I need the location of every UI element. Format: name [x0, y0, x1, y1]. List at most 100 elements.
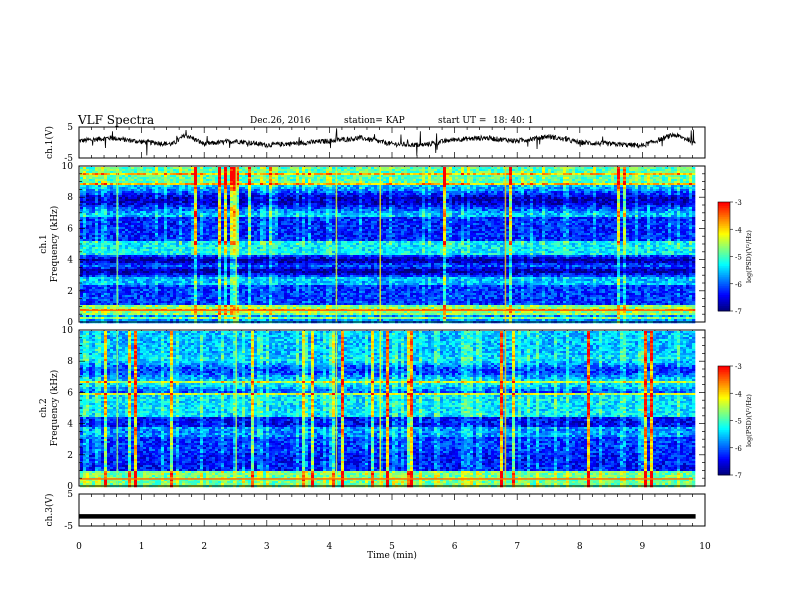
spectrogram-cell — [434, 209, 438, 212]
spectrogram-cell — [548, 189, 552, 192]
spectrogram-cell — [254, 207, 258, 210]
spectrogram-cell — [569, 183, 573, 186]
spectrogram-cell — [545, 183, 549, 186]
spectrogram-cell — [425, 207, 429, 210]
spectrogram-cell — [389, 183, 393, 186]
spectrogram-cell — [293, 209, 297, 212]
spectrogram-cell — [647, 177, 651, 180]
spectrogram-cell — [635, 209, 639, 212]
spectrogram-cell — [368, 177, 372, 180]
spectrogram-cell — [413, 167, 417, 170]
spectrogram-cell — [155, 181, 159, 184]
spectrogram-cell — [209, 183, 213, 186]
spectrogram-cell — [338, 209, 342, 212]
spectrogram-cell — [686, 201, 690, 204]
spectrogram-cell — [668, 189, 672, 192]
spectrogram-cell — [506, 177, 510, 180]
spectrogram-cell — [344, 191, 348, 194]
spectrogram-cell — [275, 197, 279, 200]
spectrogram-cell — [410, 189, 414, 192]
spectrogram-cell — [551, 173, 555, 176]
spectrogram-cell — [248, 175, 252, 178]
spectrogram-cell — [272, 185, 276, 188]
spectrogram-cell — [239, 205, 243, 208]
spectrogram-cell — [230, 185, 234, 188]
spectrogram-cell — [188, 211, 192, 214]
spectrogram-cell — [80, 177, 84, 180]
spectrogram-cell — [404, 193, 408, 196]
spectrogram-cell — [452, 207, 456, 210]
spectrogram-cell — [233, 187, 237, 190]
spectrogram-cell — [548, 187, 552, 190]
spectrogram-cell — [314, 177, 318, 180]
spectrogram-cell — [308, 177, 312, 180]
spectrogram-cell — [371, 201, 375, 204]
spectrogram-cell — [338, 177, 342, 180]
spectrogram-cell — [89, 189, 93, 192]
spectrogram-cell — [515, 175, 519, 178]
spectrogram-cell — [656, 193, 660, 196]
spectrogram-cell — [602, 169, 606, 172]
spectrogram-cell — [656, 187, 660, 190]
spectrogram-cell — [488, 205, 492, 208]
spectrogram-cell — [593, 189, 597, 192]
spectrogram-cell — [497, 169, 501, 172]
spectrogram-cell — [407, 195, 411, 198]
spectrogram-cell — [623, 191, 627, 194]
spectrogram-cell — [542, 209, 546, 212]
spectrogram-cell — [128, 207, 132, 210]
spectrogram-cell — [227, 189, 231, 192]
spectrogram-cell — [302, 205, 306, 208]
spectrogram-cell — [605, 199, 609, 202]
spectrogram-cell — [296, 199, 300, 202]
spectrogram-cell — [200, 211, 204, 214]
spectrogram-cell — [371, 175, 375, 178]
spectrogram-cell — [608, 207, 612, 210]
spectrogram-cell — [215, 181, 219, 184]
spectrogram-cell — [107, 193, 111, 196]
spectrogram-cell — [434, 205, 438, 208]
spectrogram-cell — [572, 205, 576, 208]
spectrogram-cell — [524, 183, 528, 186]
spectrogram-cell — [137, 199, 141, 202]
spectrogram-cell — [542, 177, 546, 180]
spectrogram-cell — [320, 209, 324, 212]
spectrogram-cell — [386, 171, 390, 174]
spectrogram-cell — [89, 179, 93, 182]
spectrogram-cell — [392, 183, 396, 186]
spectrogram-cell — [95, 199, 99, 202]
spectrogram-cell — [491, 175, 495, 178]
spectrogram-cell — [359, 187, 363, 190]
spectrogram-cell — [611, 177, 615, 180]
spectrogram-cell — [131, 193, 135, 196]
spectrogram-cell — [347, 201, 351, 204]
spectrogram-cell — [281, 167, 285, 170]
spectrogram-cell — [80, 191, 84, 194]
spectrogram-cell — [80, 209, 84, 212]
spectrogram-cell — [539, 189, 543, 192]
spectrogram-cell — [287, 209, 291, 212]
spectrogram-cell — [389, 177, 393, 180]
spectrogram-cell — [215, 207, 219, 210]
spectrogram-cell — [128, 181, 132, 184]
spectrogram-cell — [464, 179, 468, 182]
spectrogram-cell — [659, 207, 663, 210]
spectrogram-cell — [497, 183, 501, 186]
spectrogram-cell — [161, 191, 165, 194]
spectrogram-cell — [218, 201, 222, 204]
spectrogram-cell — [239, 177, 243, 180]
spectrogram-cell — [485, 181, 489, 184]
spectrogram-cell — [689, 175, 693, 178]
spectrogram-cell — [398, 205, 402, 208]
spectrogram-cell — [254, 179, 258, 182]
spectrogram-cell — [128, 183, 132, 186]
spectrogram-cell — [206, 207, 210, 210]
spectrogram-cell — [395, 203, 399, 206]
spectrogram-cell — [359, 209, 363, 212]
spectrogram-cell — [293, 201, 297, 204]
spectrogram-cell — [83, 195, 87, 198]
spectrogram-cell — [353, 177, 357, 180]
spectrogram-cell — [527, 175, 531, 178]
spectrogram-cell — [437, 203, 441, 206]
spectrogram-cell — [395, 187, 399, 190]
